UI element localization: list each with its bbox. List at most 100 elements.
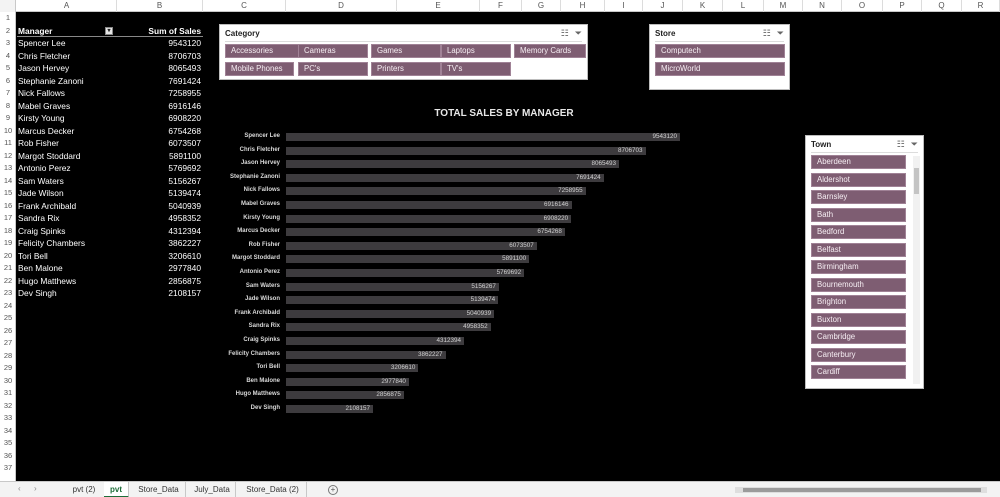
- pivot-manager-cell[interactable]: Mabel Graves: [18, 100, 71, 111]
- pivot-manager-cell[interactable]: Nick Fallows: [18, 88, 65, 98]
- pivot-data-row[interactable]: Spencer Lee 9543120: [17, 37, 203, 50]
- multi-select-icon[interactable]: ☷: [762, 28, 771, 38]
- chart-bar[interactable]: 8706703: [286, 146, 646, 155]
- category-slicer-item[interactable]: Cameras: [298, 44, 368, 58]
- town-slicer-item[interactable]: Cardiff: [811, 365, 906, 379]
- pivot-manager-cell[interactable]: Craig Spinks: [18, 225, 66, 236]
- row-header[interactable]: 37: [3, 463, 13, 472]
- town-slicer-item[interactable]: Aldershot: [811, 172, 906, 187]
- sheet-tab[interactable]: pvt: [104, 482, 129, 497]
- pivot-data-row[interactable]: Stephanie Zanoni 7691424: [17, 75, 203, 88]
- clear-filter-icon[interactable]: ⏷: [574, 28, 582, 38]
- pivot-data-row[interactable]: Sam Waters 5156267: [17, 175, 203, 188]
- town-slicer-item[interactable]: Cambridge: [811, 330, 906, 344]
- row-header[interactable]: 36: [3, 450, 13, 460]
- row-header[interactable]: 27: [3, 338, 13, 347]
- pivot-sales-cell[interactable]: 7258955: [168, 88, 201, 98]
- chart-bar[interactable]: 2977840: [286, 377, 409, 386]
- pivot-manager-cell[interactable]: Felicity Chambers: [18, 238, 86, 248]
- row-header[interactable]: 7: [5, 88, 11, 97]
- category-slicer-item[interactable]: TV's: [441, 62, 511, 76]
- column-header[interactable]: F: [480, 0, 522, 12]
- column-header[interactable]: B: [117, 0, 203, 12]
- sheet-tab[interactable]: Store_Data: [132, 482, 186, 497]
- pivot-manager-cell[interactable]: Stephanie Zanoni: [18, 75, 84, 86]
- pivot-manager-cell[interactable]: Jade Wilson: [18, 188, 64, 198]
- row-header[interactable]: 11: [4, 138, 12, 147]
- category-slicer-item[interactable]: Games: [371, 44, 441, 58]
- category-slicer-item[interactable]: Printers: [371, 62, 441, 76]
- town-slicer[interactable]: Town ☷ ⏷ Aberdeen Aldershot Barnsley Bath Bed…: [805, 135, 924, 389]
- column-header[interactable]: Q: [922, 0, 962, 12]
- pivot-sales-cell[interactable]: 5040939: [168, 200, 201, 211]
- pivot-data-row[interactable]: Ben Malone 2977840: [17, 262, 203, 275]
- multi-select-icon[interactable]: ☷: [896, 139, 905, 149]
- column-header[interactable]: M: [764, 0, 803, 12]
- chart-bar[interactable]: 4958352: [286, 323, 491, 332]
- pivot-header-sales[interactable]: Sum of Sales: [148, 25, 201, 36]
- column-header[interactable]: E: [397, 0, 480, 12]
- pivot-data-row[interactable]: Chris Fletcher 8706703: [17, 50, 203, 63]
- pivot-manager-cell[interactable]: Chris Fletcher: [18, 50, 71, 61]
- category-slicer-item[interactable]: PC's: [298, 62, 368, 76]
- row-header[interactable]: 25: [3, 313, 13, 322]
- town-slicer-item[interactable]: Belfast: [811, 242, 906, 257]
- pivot-data-row[interactable]: Felicity Chambers 3862227: [17, 237, 203, 250]
- pivot-manager-cell[interactable]: Tori Bell: [18, 250, 48, 261]
- column-header[interactable]: P: [883, 0, 922, 12]
- store-slicer-item[interactable]: MicroWorld: [655, 62, 785, 76]
- row-header[interactable]: 1: [5, 13, 11, 22]
- pivot-sales-cell[interactable]: 2108157: [168, 288, 201, 298]
- column-header[interactable]: R: [962, 0, 1000, 12]
- pivot-sales-cell[interactable]: 6754268: [168, 125, 201, 136]
- pivot-data-row[interactable]: Hugo Matthews 2856875: [17, 275, 203, 288]
- chart-bar[interactable]: 6908220: [286, 214, 572, 223]
- pivot-manager-cell[interactable]: Spencer Lee: [18, 38, 66, 48]
- row-header[interactable]: 14: [3, 175, 13, 185]
- pivot-data-row[interactable]: Tori Bell 3206610: [17, 250, 203, 263]
- pivot-manager-cell[interactable]: Margot Stoddard: [18, 150, 81, 161]
- column-header[interactable]: I: [605, 0, 643, 12]
- category-slicer-item[interactable]: Memory Cards: [514, 44, 586, 58]
- pivot-sales-cell[interactable]: 6908220: [168, 113, 201, 123]
- pivot-manager-cell[interactable]: Frank Archibald: [18, 200, 77, 211]
- pivot-manager-cell[interactable]: Antonio Perez: [18, 163, 71, 173]
- row-header[interactable]: 6: [5, 75, 11, 85]
- pivot-manager-cell[interactable]: Hugo Matthews: [18, 275, 77, 286]
- row-header[interactable]: 19: [3, 238, 13, 247]
- chart-bar[interactable]: 3206610: [286, 364, 419, 373]
- pivot-sales-cell[interactable]: 4958352: [168, 213, 201, 223]
- column-header[interactable]: G: [522, 0, 561, 12]
- row-header[interactable]: 5: [5, 63, 11, 72]
- multi-select-icon[interactable]: ☷: [560, 28, 569, 38]
- category-slicer-item[interactable]: Laptops: [441, 44, 511, 58]
- row-header[interactable]: 31: [3, 388, 13, 397]
- column-header[interactable]: D: [286, 0, 397, 12]
- pivot-manager-cell[interactable]: Rob Fisher: [18, 138, 59, 148]
- pivot-header-manager[interactable]: Manager: [18, 25, 53, 36]
- chart-bar[interactable]: 3862227: [286, 350, 446, 359]
- pivot-sales-cell[interactable]: 5891100: [169, 150, 201, 161]
- pivot-sales-cell[interactable]: 5156267: [168, 175, 201, 186]
- pivot-manager-cell[interactable]: Jason Hervey: [18, 63, 70, 73]
- row-header[interactable]: 16: [3, 200, 13, 210]
- row-header[interactable]: 18: [3, 225, 13, 235]
- pivot-sales-cell[interactable]: 7691424: [168, 75, 201, 86]
- pivot-data-row[interactable]: Frank Archibald 5040939: [17, 200, 203, 213]
- row-header[interactable]: 13: [3, 163, 13, 172]
- pivot-data-row[interactable]: Dev Singh 2108157: [17, 287, 203, 300]
- pivot-sales-cell[interactable]: 5769692: [168, 163, 201, 173]
- chart-bar[interactable]: 2856875: [286, 391, 404, 400]
- town-slicer-item[interactable]: Bath: [811, 207, 906, 222]
- chart-bar[interactable]: 5156267: [286, 282, 499, 291]
- slicer-scrollbar[interactable]: [913, 156, 920, 384]
- row-header[interactable]: 23: [3, 288, 13, 297]
- column-header[interactable]: H: [561, 0, 605, 12]
- pivot-sales-cell[interactable]: 4312394: [168, 225, 201, 236]
- chart-bar[interactable]: 5769692: [286, 269, 525, 277]
- pivot-sales-cell[interactable]: 6073507: [168, 138, 201, 148]
- pivot-sales-cell[interactable]: 3862227: [168, 238, 201, 248]
- town-slicer-item[interactable]: Bedford: [811, 225, 906, 239]
- pivot-sales-cell[interactable]: 2856875: [168, 275, 201, 286]
- column-header[interactable]: A: [17, 0, 117, 12]
